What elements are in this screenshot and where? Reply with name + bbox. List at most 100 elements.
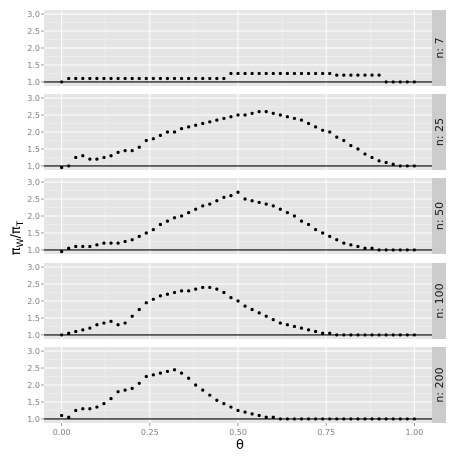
data-point xyxy=(222,290,226,295)
data-point xyxy=(74,155,78,160)
data-point xyxy=(314,71,318,76)
data-point xyxy=(109,76,113,81)
data-point xyxy=(250,307,254,312)
data-point xyxy=(363,152,367,156)
data-point xyxy=(179,289,184,293)
data-point xyxy=(342,241,346,245)
data-point xyxy=(158,76,162,81)
facet-label: n: 200 xyxy=(433,367,446,402)
data-point xyxy=(215,287,219,291)
data-point xyxy=(306,71,311,76)
data-point xyxy=(335,73,339,77)
data-point xyxy=(109,396,113,401)
facet-strip xyxy=(432,94,446,170)
data-point xyxy=(201,285,205,290)
data-point xyxy=(243,71,247,76)
data-point xyxy=(102,76,106,81)
data-point xyxy=(130,314,134,318)
data-point xyxy=(179,127,184,131)
data-point xyxy=(201,76,205,81)
data-point xyxy=(321,231,325,235)
facet-label: n: 25 xyxy=(433,118,446,146)
data-point xyxy=(342,333,346,337)
data-point xyxy=(229,194,233,198)
data-point xyxy=(116,241,120,245)
y-tick-label: 1.0 xyxy=(27,331,40,340)
data-point xyxy=(363,246,367,250)
data-point xyxy=(187,211,191,215)
data-point xyxy=(405,164,409,168)
data-point xyxy=(172,76,177,81)
data-point xyxy=(278,207,282,211)
data-point xyxy=(81,328,85,332)
data-point xyxy=(137,381,141,385)
data-point xyxy=(123,239,127,244)
data-point xyxy=(123,149,127,153)
data-point xyxy=(179,371,184,375)
data-point xyxy=(342,138,346,143)
data-point xyxy=(137,76,141,81)
data-point xyxy=(116,150,120,154)
data-point xyxy=(179,76,184,81)
data-point xyxy=(356,244,360,249)
data-point xyxy=(257,413,261,418)
data-point xyxy=(384,248,388,252)
data-point xyxy=(208,76,212,81)
data-point xyxy=(60,333,64,337)
data-point xyxy=(109,154,113,158)
data-point xyxy=(398,248,402,252)
data-point xyxy=(250,199,254,203)
data-point xyxy=(398,417,402,421)
data-point xyxy=(236,408,240,413)
data-point xyxy=(349,243,353,247)
data-point xyxy=(194,383,198,387)
panel-0: 1.0 1.5 2.0 2.5 3.0 n: 7 xyxy=(27,10,446,87)
data-point xyxy=(285,115,289,119)
x-tick-label: 0.75 xyxy=(317,428,335,437)
data-point xyxy=(391,333,395,337)
data-point xyxy=(215,398,219,402)
data-point xyxy=(271,111,275,115)
x-tick-label: 1.00 xyxy=(405,428,423,437)
data-point xyxy=(144,374,148,379)
data-point xyxy=(391,248,395,252)
panel-2: 1.0 1.5 2.0 2.5 3.0 n: 50 xyxy=(27,178,446,255)
data-point xyxy=(158,294,162,298)
data-point xyxy=(222,402,226,406)
panel-3: 1.0 1.5 2.0 2.5 3.0 n: 100 xyxy=(27,263,446,340)
data-point xyxy=(81,154,85,158)
y-tick-label: 2.5 xyxy=(27,27,40,36)
data-point xyxy=(243,197,247,201)
data-point xyxy=(88,76,92,81)
data-point xyxy=(179,214,184,218)
data-point xyxy=(370,417,374,421)
data-point xyxy=(299,71,304,76)
data-point xyxy=(137,307,141,312)
data-point xyxy=(285,71,289,76)
data-point xyxy=(208,202,212,206)
data-point xyxy=(60,166,64,170)
y-tick-label: 2.0 xyxy=(27,381,40,390)
y-tick-label: 1.0 xyxy=(27,415,40,424)
data-point xyxy=(264,202,268,206)
y-tick-label: 2.5 xyxy=(27,280,40,289)
data-point xyxy=(264,110,268,114)
y-tick-label: 2.5 xyxy=(27,364,40,373)
y-tick-label: 2.0 xyxy=(27,128,40,137)
y-axis-title: πW/πT xyxy=(9,220,26,255)
data-point xyxy=(391,80,395,84)
data-point xyxy=(292,71,297,76)
data-point xyxy=(201,204,205,208)
data-point xyxy=(243,113,247,117)
y-tick-label: 1.5 xyxy=(27,314,40,323)
y-tick-label: 3.0 xyxy=(27,94,40,103)
y-tick-label: 2.0 xyxy=(27,212,40,221)
data-point xyxy=(314,417,318,421)
data-point xyxy=(236,71,240,76)
data-point xyxy=(74,408,78,413)
data-point xyxy=(130,76,134,81)
data-point xyxy=(377,248,381,252)
data-point xyxy=(299,118,304,122)
data-point xyxy=(321,128,325,132)
data-point xyxy=(335,417,339,421)
